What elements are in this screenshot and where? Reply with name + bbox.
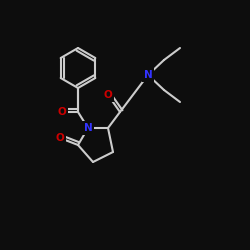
Text: O: O [104, 90, 112, 100]
Text: N: N [144, 70, 152, 80]
Text: O: O [58, 107, 66, 117]
Text: N: N [84, 123, 92, 133]
Text: O: O [56, 133, 64, 143]
